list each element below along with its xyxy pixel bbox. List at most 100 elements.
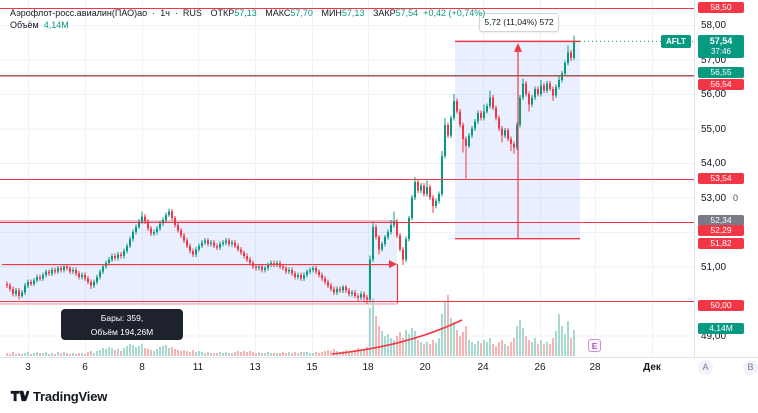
current-price-value: 57,54 xyxy=(709,35,733,46)
volume-bar xyxy=(198,351,200,356)
candle-body xyxy=(474,121,476,129)
tooltip-volume: Объём 194,26М xyxy=(90,327,154,337)
price-axis-label: 51,00 xyxy=(701,261,727,273)
time-tick-label: 26 xyxy=(534,362,546,373)
volume-bar xyxy=(57,352,59,356)
candle-body xyxy=(99,271,101,277)
volume-bar xyxy=(483,340,485,356)
candle-body xyxy=(441,156,443,195)
tradingview-logo[interactable]: TradingView xyxy=(10,388,107,404)
candle-body xyxy=(360,294,362,298)
volume-bar xyxy=(114,350,116,356)
volume-bar xyxy=(222,353,224,356)
candle-body xyxy=(228,240,230,245)
volume-bar xyxy=(69,354,71,356)
volume-bar xyxy=(87,352,89,356)
candle-body xyxy=(288,269,290,272)
candle-body xyxy=(393,221,395,226)
candle-body xyxy=(405,238,407,260)
candle-body xyxy=(39,276,41,279)
volume-bar xyxy=(543,344,545,356)
volume-bar xyxy=(429,344,431,356)
zero-label: 0 xyxy=(733,193,739,203)
volume-bar xyxy=(393,340,395,356)
volume-bar xyxy=(417,340,419,356)
volume-label[interactable]: Объём xyxy=(10,20,39,30)
candle-body xyxy=(255,266,257,269)
volume-bar xyxy=(72,353,74,356)
candle-body xyxy=(213,242,215,246)
time-tick-label: 20 xyxy=(419,362,431,373)
candle-body xyxy=(531,97,533,105)
candle-body xyxy=(231,242,233,245)
interval-label[interactable]: 1ч xyxy=(160,8,170,18)
volume-bar xyxy=(153,351,155,356)
volume-bar xyxy=(141,344,143,356)
candle-body xyxy=(306,271,308,276)
price-range-measure-label[interactable]: 5,72 (11,04%) 572 xyxy=(479,13,559,32)
candle-body xyxy=(300,275,302,279)
candle-body xyxy=(504,130,506,136)
candle-body xyxy=(66,266,68,269)
candle-body xyxy=(480,112,482,119)
candle-body xyxy=(330,285,332,289)
volume-bar xyxy=(189,352,191,356)
candle-body xyxy=(438,194,440,201)
candle-body xyxy=(507,130,509,139)
candle-body xyxy=(234,242,236,246)
volume-bar xyxy=(168,348,170,356)
volume-bar xyxy=(519,320,521,356)
volume-bar xyxy=(396,336,398,356)
volume-bar xyxy=(507,346,509,356)
candle-body xyxy=(516,125,518,148)
volume-bar xyxy=(333,349,335,356)
time-tick-label: 6 xyxy=(82,362,88,373)
volume-bar xyxy=(234,352,236,356)
candle-body xyxy=(18,290,20,296)
axis-mode-button-a[interactable]: A xyxy=(698,360,713,375)
legend-separator-1: · xyxy=(149,8,158,18)
volume-bar xyxy=(366,347,368,356)
volume-bar xyxy=(414,331,416,356)
candle-body xyxy=(111,256,113,260)
volume-bar xyxy=(63,352,65,356)
symbol-badge: AFLT xyxy=(661,35,691,48)
volume-bar xyxy=(549,344,551,356)
volume-bar xyxy=(264,353,266,356)
candle-body xyxy=(297,275,299,277)
time-axis[interactable]: 3 6 8 11 13 15 18 20 24 26 28 Дек A B xyxy=(0,357,758,378)
candle-body xyxy=(33,280,35,284)
volume-bar xyxy=(324,351,326,356)
candle-body xyxy=(276,263,278,265)
volume-bar xyxy=(90,351,92,356)
candle-body xyxy=(513,144,515,148)
volume-bar xyxy=(180,351,182,356)
volume-bar xyxy=(171,347,173,356)
low-value: 57,13 xyxy=(341,8,365,18)
candle-body xyxy=(57,268,59,272)
candle-body xyxy=(429,187,431,198)
price-chart-canvas[interactable] xyxy=(0,0,694,377)
candle-body xyxy=(375,226,377,238)
legend-separator-2: · xyxy=(172,8,181,18)
change-text: +0,42 (+0,74%) xyxy=(423,8,486,18)
candle-body xyxy=(396,221,398,236)
volume-bar xyxy=(468,340,470,356)
price-tag-label: 56,54 xyxy=(698,78,744,90)
chart-legend[interactable]: Аэрофлот-росс.авиалин(ПАО)ао · 1ч · RUS … xyxy=(10,7,485,31)
candle-body xyxy=(555,87,557,96)
axis-mode-button-b[interactable]: B xyxy=(743,360,758,375)
price-axis[interactable]: 57,54 37:46 0 58,00 57,00 56,00 55,00 54,00 5… xyxy=(694,0,758,377)
candle-body xyxy=(510,138,512,145)
price-axis-label: 54,00 xyxy=(701,158,727,169)
earnings-badge[interactable]: E xyxy=(588,339,601,352)
volume-bar xyxy=(561,326,563,356)
candle-body xyxy=(363,294,365,298)
volume-bar xyxy=(477,341,479,356)
symbol-title[interactable]: Аэрофлот-росс.авиалин(ПАО)ао xyxy=(10,8,148,18)
close-value: 57,54 xyxy=(395,8,419,18)
volume-bar xyxy=(378,326,380,356)
candle-body xyxy=(204,240,206,243)
high-label: МАКС xyxy=(265,8,291,18)
